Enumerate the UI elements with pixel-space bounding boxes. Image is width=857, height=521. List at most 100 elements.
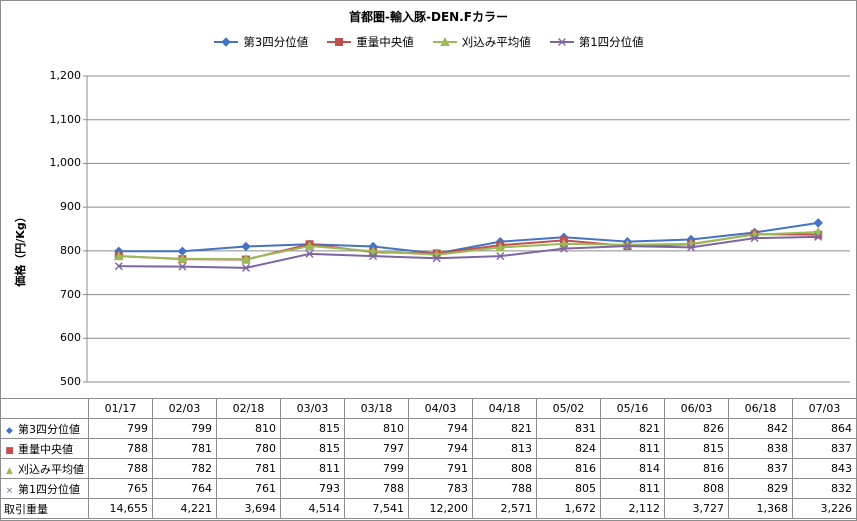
series-3-point-5 bbox=[432, 254, 441, 263]
x-tick-label-7: 05/02 bbox=[536, 398, 601, 419]
table-header-row: 01/17 02/03 02/18 03/03 03/18 04/03 04/18 05/02… bbox=[0, 398, 857, 419]
table-row-name: 第3四分位値 bbox=[18, 422, 80, 436]
table-row: ▲ 刈込み平均値 788 782 781 811 799 791 808 816 814 816 837… bbox=[0, 458, 857, 479]
table-cell: 793 bbox=[280, 478, 345, 499]
series-3-point-6 bbox=[496, 252, 505, 261]
series-0-point-2 bbox=[241, 241, 251, 252]
legend-label-3: 第1四分位値 bbox=[578, 35, 644, 49]
table-cell: 864 bbox=[792, 418, 857, 439]
table-cell: 805 bbox=[536, 478, 601, 499]
table-cell: 838 bbox=[728, 438, 793, 459]
table-cell: 811 bbox=[600, 438, 665, 459]
table-row-volume: 取引重量 14,655 4,221 3,694 4,514 7,541 12,200 2,57… bbox=[0, 498, 857, 519]
series-2-point-1 bbox=[177, 253, 188, 263]
x-tick-label-10: 06/18 bbox=[728, 398, 793, 419]
table-cell: 821 bbox=[472, 418, 537, 439]
series-2-point-11 bbox=[813, 226, 824, 237]
table-marker-icon: × bbox=[5, 485, 14, 496]
table-cell: 2,112 bbox=[600, 498, 665, 519]
y-tick-label: 600 bbox=[60, 331, 81, 345]
table-cell: 780 bbox=[216, 438, 281, 459]
table-cell: 12,200 bbox=[408, 498, 473, 519]
table-cell: 816 bbox=[536, 458, 601, 479]
series-2-point-6 bbox=[495, 242, 506, 252]
table-cell: 3,226 bbox=[792, 498, 857, 519]
table-cell: 799 bbox=[88, 418, 153, 439]
legend-item-1: 重量中央値 bbox=[326, 34, 414, 50]
series-3-point-0 bbox=[114, 262, 123, 271]
series-0-point-11 bbox=[813, 218, 823, 228]
table-row-label-1: ■ 重量中央値 bbox=[0, 438, 89, 459]
table-cell: 788 bbox=[344, 478, 409, 499]
plot-area bbox=[83, 75, 850, 383]
table-cell: 788 bbox=[88, 458, 153, 479]
x-tick-label-5: 04/03 bbox=[408, 398, 473, 419]
table-cell: 781 bbox=[152, 438, 217, 459]
table-cell: 4,221 bbox=[152, 498, 217, 519]
legend-marker-3 bbox=[557, 38, 566, 46]
legend-label-0: 第3四分位値 bbox=[243, 35, 309, 49]
series-3-point-3 bbox=[305, 249, 314, 258]
table-cell: 811 bbox=[280, 458, 345, 479]
series-line-3 bbox=[118, 235, 819, 269]
table-cell: 814 bbox=[600, 458, 665, 479]
table-cell: 794 bbox=[408, 438, 473, 459]
data-table: 01/17 02/03 02/18 03/03 03/18 04/03 04/18 05/02… bbox=[0, 398, 857, 519]
table-row-label-3: × 第1四分位値 bbox=[0, 478, 89, 499]
table-marker-icon: ■ bbox=[5, 445, 14, 456]
y-tick-label: 700 bbox=[60, 287, 81, 301]
legend-swatch-3 bbox=[549, 38, 574, 46]
series-3-point-7 bbox=[559, 244, 568, 253]
table-cell: 813 bbox=[472, 438, 537, 459]
table-cell: 799 bbox=[344, 458, 409, 479]
x-tick-label-4: 03/18 bbox=[344, 398, 409, 419]
table-cell: 815 bbox=[280, 438, 345, 459]
table-row-name: 第1四分位値 bbox=[18, 482, 80, 496]
table-cell: 794 bbox=[408, 418, 473, 439]
table-cell: 843 bbox=[792, 458, 857, 479]
table-cell: 832 bbox=[792, 478, 857, 499]
table-cell: 765 bbox=[88, 478, 153, 499]
series-2-point-4 bbox=[368, 246, 378, 256]
table-cell: 7,541 bbox=[344, 498, 409, 519]
x-tick-label-6: 04/18 bbox=[472, 398, 537, 419]
legend-marker-1 bbox=[335, 38, 344, 46]
table-cell: 811 bbox=[600, 478, 665, 499]
table-cell: 837 bbox=[792, 438, 857, 459]
series-3-point-8 bbox=[623, 242, 632, 251]
x-tick-label-9: 06/03 bbox=[664, 398, 729, 419]
series-3-point-2 bbox=[241, 263, 250, 272]
legend-marker-0 bbox=[221, 37, 232, 47]
table-corner-cell bbox=[0, 398, 89, 419]
table-marker-icon: ▲ bbox=[6, 465, 13, 476]
series-2-point-0 bbox=[113, 251, 124, 261]
y-tick-label: 1,200 bbox=[49, 69, 82, 82]
chart-title: 首都圏-輸入豚-DEN.Fカラー bbox=[349, 10, 508, 24]
table-row: ■ 重量中央値 788 781 780 815 797 794 813 824 811 815 838 8… bbox=[0, 438, 857, 459]
table-cell: 808 bbox=[472, 458, 537, 479]
table-cell: 821 bbox=[600, 418, 665, 439]
table-cell: 810 bbox=[344, 418, 409, 439]
legend-marker-2 bbox=[439, 37, 450, 46]
table-row-name: 刈込み平均値 bbox=[18, 462, 84, 476]
table-cell: 788 bbox=[472, 478, 537, 499]
y-tick-label: 900 bbox=[60, 200, 81, 214]
table-row: × 第1四分位値 765 764 761 793 788 783 788 805 811 808 829… bbox=[0, 478, 857, 499]
series-2-point-7 bbox=[559, 238, 569, 248]
table-cell: 3,694 bbox=[216, 498, 281, 519]
table-cell: 791 bbox=[408, 458, 473, 479]
legend: 第3四分位値 重量中央値 刈込み平均値 第1四分位値 bbox=[0, 34, 857, 50]
table-row: ◆ 第3四分位値 799 799 810 815 810 794 821 831 821 826 842… bbox=[0, 418, 857, 439]
legend-item-0: 第3四分位値 bbox=[213, 34, 308, 50]
table-cell: 1,672 bbox=[536, 498, 601, 519]
x-tick-label-1: 02/03 bbox=[152, 398, 217, 419]
table-cell: 788 bbox=[88, 438, 153, 459]
table-cell: 831 bbox=[536, 418, 601, 439]
table-cell: 799 bbox=[152, 418, 217, 439]
legend-swatch-1 bbox=[327, 38, 352, 46]
series-3-point-4 bbox=[369, 252, 378, 261]
table-cell: 810 bbox=[216, 418, 281, 439]
table-cell: 808 bbox=[664, 478, 729, 499]
series-2-point-2 bbox=[241, 254, 251, 264]
y-tick-label: 1,000 bbox=[49, 156, 82, 170]
